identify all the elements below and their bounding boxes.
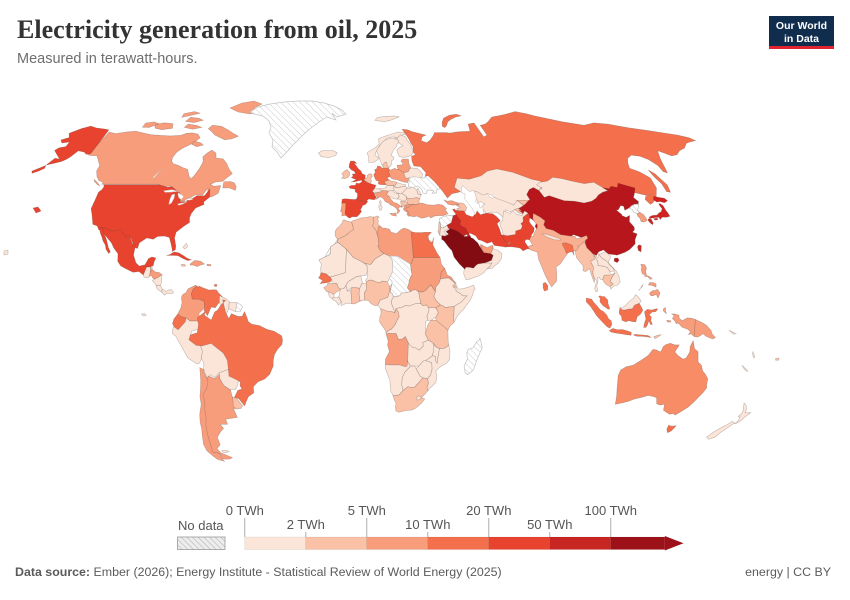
svg-text:100 TWh: 100 TWh xyxy=(585,503,638,518)
svg-text:5 TWh: 5 TWh xyxy=(348,503,386,518)
svg-text:0 TWh: 0 TWh xyxy=(226,503,264,518)
svg-text:2 TWh: 2 TWh xyxy=(287,517,325,532)
svg-text:10 TWh: 10 TWh xyxy=(405,517,450,532)
svg-text:No data: No data xyxy=(178,518,224,533)
svg-text:50 TWh: 50 TWh xyxy=(527,517,572,532)
svg-text:20 TWh: 20 TWh xyxy=(466,503,511,518)
